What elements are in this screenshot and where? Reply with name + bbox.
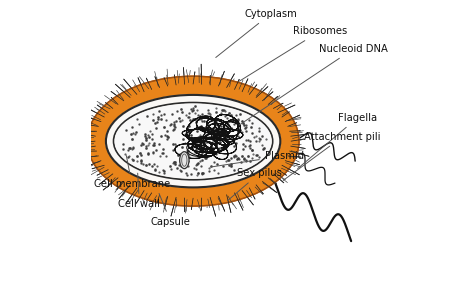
Ellipse shape xyxy=(87,76,299,206)
Text: Attachment pili: Attachment pili xyxy=(283,132,381,181)
Text: Cell wall: Cell wall xyxy=(118,173,160,209)
Text: Flagella: Flagella xyxy=(298,113,377,169)
Text: Cytoplasm: Cytoplasm xyxy=(216,9,297,58)
Text: Nucleoid DNA: Nucleoid DNA xyxy=(239,44,388,125)
Ellipse shape xyxy=(86,75,300,207)
Text: Sex pilus: Sex pilus xyxy=(228,168,282,201)
Text: Ribosomes: Ribosomes xyxy=(239,26,347,81)
Text: Cell membrane: Cell membrane xyxy=(94,156,170,188)
Ellipse shape xyxy=(115,104,272,178)
Text: Capsule: Capsule xyxy=(151,193,191,227)
Ellipse shape xyxy=(105,94,281,188)
Text: Plasmid: Plasmid xyxy=(210,151,304,167)
Ellipse shape xyxy=(180,152,189,169)
